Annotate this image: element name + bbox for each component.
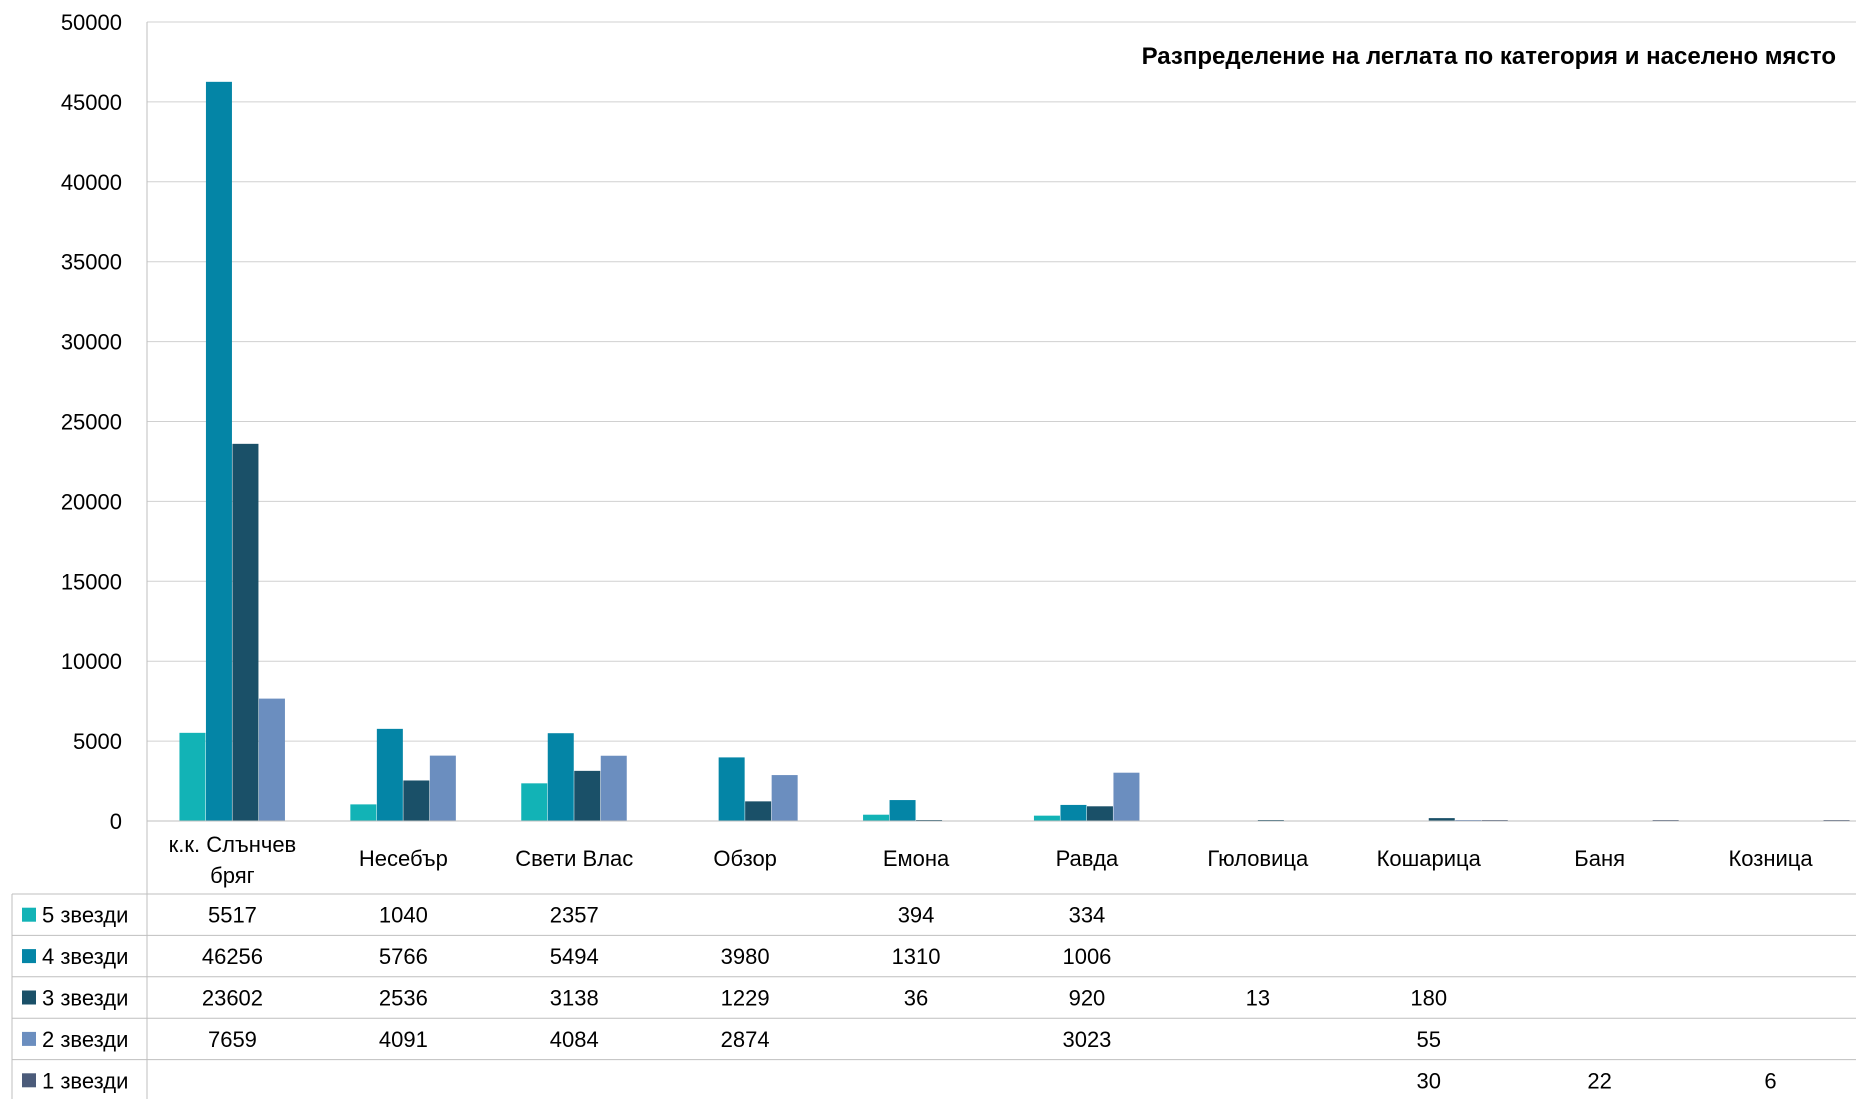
y-tick-label: 15000 — [61, 569, 122, 594]
bar — [547, 733, 574, 821]
bar — [1033, 815, 1060, 821]
table-cell-value: 1310 — [892, 944, 941, 969]
bar — [600, 755, 627, 821]
table-cell-value: 2357 — [550, 903, 599, 928]
table-cell-value: 13 — [1246, 986, 1270, 1011]
bar — [232, 443, 259, 821]
y-axis-ticks: 0 5000 10000 15000 20000 25000 30000 35000 40000… — [61, 10, 122, 834]
bar — [350, 804, 377, 821]
category-label: бряг — [210, 863, 255, 888]
table-cell-value: 23602 — [202, 986, 263, 1011]
table-cell-value: 1040 — [379, 903, 428, 928]
table-cell-value: 36 — [904, 986, 928, 1011]
table-cell-value: 3023 — [1062, 1027, 1111, 1052]
category-label: Гюловица — [1207, 846, 1309, 871]
table-cell-value: 4091 — [379, 1027, 428, 1052]
table-cell-value: 394 — [898, 903, 935, 928]
table-cell-value: 3138 — [550, 986, 599, 1011]
bar — [863, 814, 890, 821]
table-cell-value: 2874 — [721, 1027, 770, 1052]
table-cell-value: 2536 — [379, 986, 428, 1011]
table-cell-value: 3980 — [721, 944, 770, 969]
category-label: Несебър — [359, 846, 448, 871]
legend-label: 2 звезди — [42, 1027, 128, 1052]
y-tick-label: 45000 — [61, 90, 122, 115]
axes — [146, 22, 1856, 1099]
y-tick-label: 5000 — [73, 729, 122, 754]
table-cell-value: 5517 — [208, 903, 257, 928]
category-label: Кошарица — [1377, 846, 1482, 871]
bars — [179, 81, 1850, 822]
y-tick-label: 50000 — [61, 10, 122, 35]
bar — [179, 732, 206, 821]
table-cell-value: 180 — [1410, 986, 1447, 1011]
legend-key — [22, 1073, 36, 1088]
table-cell-value: 5766 — [379, 944, 428, 969]
y-tick-label: 35000 — [61, 250, 122, 275]
bar — [1060, 804, 1087, 821]
category-label: Равда — [1056, 846, 1119, 871]
y-tick-label: 10000 — [61, 649, 122, 674]
table-cell-value: 30 — [1417, 1068, 1441, 1093]
y-tick-label: 0 — [110, 809, 122, 834]
table-cell-value: 7659 — [208, 1027, 257, 1052]
y-tick-label: 30000 — [61, 330, 122, 355]
legend-key — [22, 990, 36, 1005]
legend-key — [22, 907, 36, 922]
bar — [429, 755, 456, 821]
table-cell-value: 1229 — [721, 986, 770, 1011]
table-cell-value: 5494 — [550, 944, 599, 969]
bar — [258, 698, 285, 821]
category-label: Обзор — [713, 846, 777, 871]
y-tick-label: 40000 — [61, 170, 122, 195]
table-cell-value: 1006 — [1062, 944, 1111, 969]
data-table: 5 звезди 5517 1040 2357 394 334 4 звезди 46256 5… — [11, 893, 1856, 1099]
bar — [771, 775, 798, 821]
legend-label: 5 звезди — [42, 903, 128, 928]
bar — [574, 770, 601, 821]
legend-label: 1 звезди — [42, 1068, 128, 1093]
bar — [521, 783, 548, 821]
bar — [889, 800, 916, 821]
bar — [1113, 772, 1140, 821]
legend-key — [22, 1031, 36, 1046]
table-cell-value: 46256 — [202, 944, 263, 969]
table-cell-value: 334 — [1069, 903, 1106, 928]
table-cell-value: 22 — [1587, 1068, 1611, 1093]
y-tick-label: 25000 — [61, 410, 122, 435]
bar — [376, 728, 403, 821]
category-label: к.к. Слънчев — [169, 832, 297, 857]
bar — [1428, 818, 1455, 821]
chart-title: Разпределение на леглата по категория и … — [1142, 43, 1836, 70]
bar — [718, 757, 745, 821]
table-cell-value: 920 — [1069, 986, 1106, 1011]
legend-key — [22, 949, 36, 964]
legend-label: 3 звезди — [42, 986, 128, 1011]
y-tick-label: 20000 — [61, 489, 122, 514]
category-label: Козница — [1728, 846, 1813, 871]
category-label: Свети Влас — [515, 846, 633, 871]
legend-label: 4 звезди — [42, 944, 128, 969]
bar — [403, 780, 430, 821]
category-labels: к.к. Слънчев бряг Несебър Свети Влас Обзор Ем… — [169, 832, 1814, 888]
table-cell-value: 6 — [1764, 1068, 1776, 1093]
table-cell-value: 4084 — [550, 1027, 599, 1052]
bar — [205, 81, 232, 822]
gridlines — [147, 21, 1856, 742]
category-label: Баня — [1574, 846, 1625, 871]
bar — [745, 801, 772, 821]
table-cell-value: 55 — [1417, 1027, 1441, 1052]
bar — [1086, 806, 1113, 821]
category-label: Емона — [883, 846, 950, 871]
